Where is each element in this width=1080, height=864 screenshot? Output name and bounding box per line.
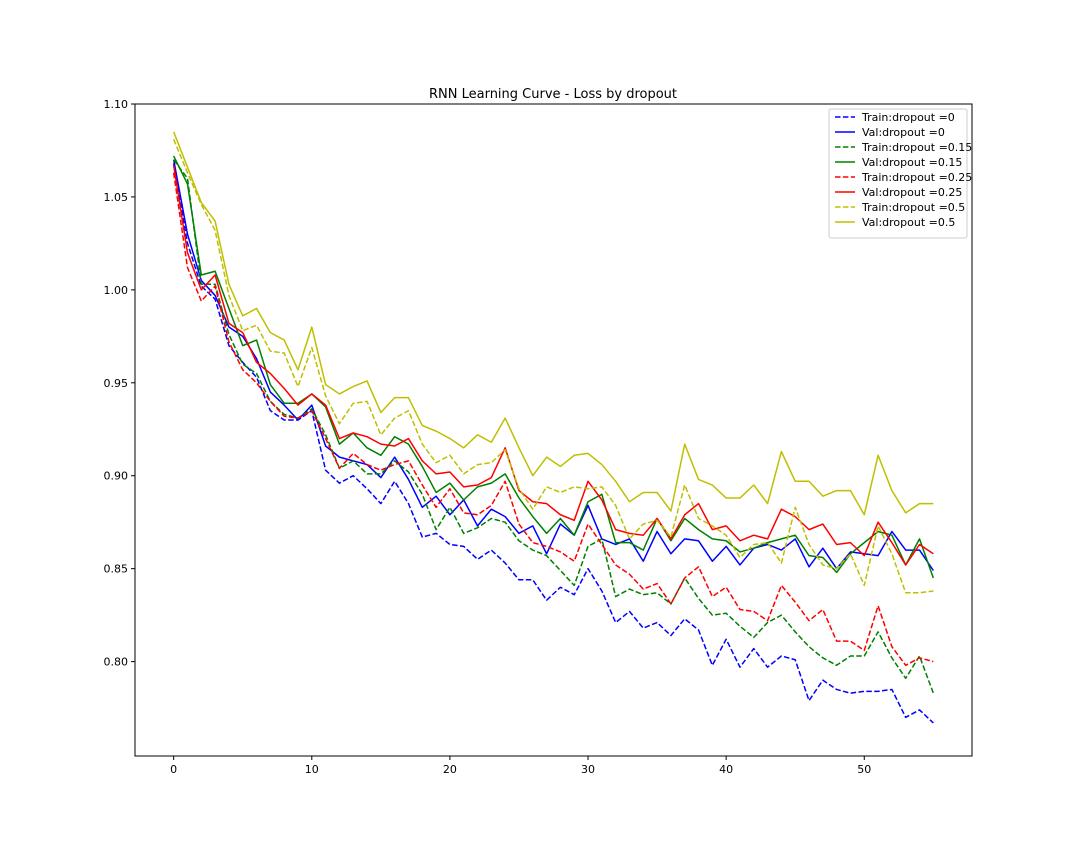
series-line-6	[172, 139, 934, 594]
axes-frame	[134, 103, 973, 757]
x-tick-label: 0	[170, 763, 177, 776]
legend-label-1: Val:dropout =0	[862, 126, 945, 139]
legend-label-6: Train:dropout =0.5	[861, 201, 965, 214]
series-line-3	[172, 155, 935, 579]
legend-box	[828, 108, 968, 239]
y-tick-label: 1.10	[104, 98, 129, 111]
series-line-0	[172, 163, 934, 724]
series-line-4	[172, 172, 934, 667]
y-tick-label: 0.95	[104, 377, 129, 390]
y-tick-label: 0.85	[104, 563, 129, 576]
axes: 0 10 20 30 40 50 0.80 0.85 0.90 0.95 1.00 1.05 1.10	[104, 98, 973, 776]
legend-label-7: Val:dropout =0.5	[862, 216, 955, 229]
series-line-7	[172, 131, 934, 516]
series-line-5	[172, 165, 934, 566]
x-tick-label: 20	[443, 763, 457, 776]
chart-title: RNN Learning Curve - Loss by dropout	[429, 87, 677, 102]
y-tick-label: 1.05	[104, 191, 129, 204]
legend-label-4: Train:dropout =0.25	[861, 171, 972, 184]
legend-label-5: Val:dropout =0.25	[862, 186, 962, 199]
legend-label-2: Train:dropout =0.15	[861, 141, 972, 154]
y-tick-label: 0.90	[104, 470, 129, 483]
x-tick-label: 30	[581, 763, 595, 776]
legend-label-0: Train:dropout =0	[861, 111, 955, 124]
x-tick-label: 40	[719, 763, 733, 776]
y-tick-label: 0.80	[104, 656, 129, 669]
x-tick-label: 50	[857, 763, 871, 776]
legend-label-3: Val:dropout =0.15	[862, 156, 962, 169]
plot-area	[172, 131, 935, 724]
x-tick-label: 10	[305, 763, 319, 776]
legend: Train:dropout =0 Val:dropout =0 Train:drop…	[828, 108, 972, 239]
y-tick-label: 1.00	[104, 284, 129, 297]
